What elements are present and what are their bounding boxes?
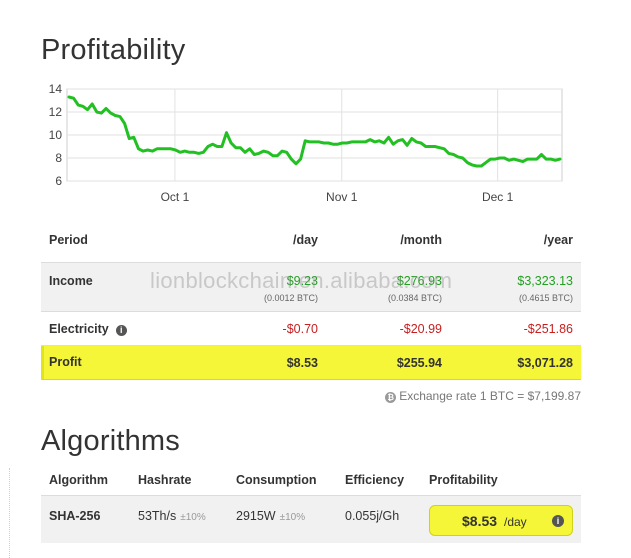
profitability-value: $8.53: [462, 513, 498, 529]
bitcoin-icon: ₿: [385, 392, 397, 403]
electricity-label-text: Electricity: [49, 322, 109, 336]
hashrate-cell: 53Th/s ±10%: [138, 509, 206, 523]
algorithm-name: SHA-256: [49, 509, 101, 523]
electricity-row: Electricity i -$0.70 -$20.99 -$251.86: [41, 312, 581, 346]
y-tick-label: 8: [55, 151, 62, 165]
header-month: /month: [400, 233, 442, 247]
income-day: $9.23: [286, 274, 318, 288]
header-hashrate: Hashrate: [138, 473, 192, 487]
header-consumption: Consumption: [236, 473, 317, 487]
page-title-profitability: Profitability: [41, 34, 186, 66]
income-month-btc: (0.0384 BTC): [387, 293, 442, 303]
electricity-year: -$251.86: [523, 322, 573, 336]
hashrate-value: 53Th/s: [138, 509, 177, 523]
profitability-unit: /day: [504, 515, 527, 529]
income-year-btc: (0.4615 BTC): [518, 293, 573, 303]
y-tick-label: 6: [55, 174, 62, 188]
consumption-cell: 2915W ±10%: [236, 509, 305, 523]
info-icon[interactable]: i: [115, 325, 127, 336]
info-icon[interactable]: i: [552, 515, 564, 527]
watermark: lionblockchain.en.alibaba.com: [150, 268, 453, 293]
y-tick-label: 12: [49, 105, 63, 119]
hashrate-tolerance: ±10%: [180, 512, 206, 523]
header-efficiency: Efficiency: [345, 473, 405, 487]
profit-label: Profit: [49, 355, 82, 369]
exchange-rate: ₿ Exchange rate 1 BTC = $7,199.87: [385, 389, 581, 403]
electricity-day: -$0.70: [282, 322, 318, 336]
header-profitability: Profitability: [429, 473, 498, 487]
income-day-btc: (0.0012 BTC): [263, 293, 318, 303]
profit-day: $8.53: [286, 356, 318, 370]
income-month: $276.93: [396, 274, 442, 288]
header-year: /year: [543, 233, 573, 247]
header-day: /day: [292, 233, 318, 247]
electricity-month: -$20.99: [399, 322, 442, 336]
income-year: $3,323.13: [517, 274, 573, 288]
profitability-badge[interactable]: $8.53 /day i: [429, 505, 573, 536]
x-tick-label: Oct 1: [161, 190, 190, 204]
header-period: Period: [49, 233, 88, 247]
profitability-chart: 6 8 10 12 14 Oct 1 Nov 1 Dec 1: [49, 82, 563, 204]
profit-year: $3,071.28: [517, 356, 573, 370]
efficiency-value: 0.055j/Gh: [345, 509, 400, 523]
electricity-label: Electricity i: [49, 322, 127, 336]
x-tick-label: Nov 1: [326, 190, 358, 204]
profit-month: $255.94: [396, 356, 442, 370]
consumption-tolerance: ±10%: [279, 512, 306, 523]
y-tick-label: 10: [49, 128, 63, 142]
page-edge-divider: [0, 468, 10, 558]
consumption-value: 2915W: [236, 509, 276, 523]
exchange-rate-text: Exchange rate 1 BTC = $7,199.87: [399, 389, 581, 403]
income-row: Income $9.23 (0.0012 BTC) $276.93 (0.038…: [41, 262, 581, 312]
chart-series-line: [67, 95, 562, 168]
section-title-algorithms: Algorithms: [41, 425, 180, 457]
income-label: Income: [49, 274, 93, 288]
x-tick-label: Dec 1: [482, 190, 514, 204]
profit-row: Profit $8.53 $255.94 $3,071.28: [41, 346, 581, 380]
y-tick-label: 14: [49, 82, 63, 96]
header-algorithm: Algorithm: [49, 473, 109, 487]
